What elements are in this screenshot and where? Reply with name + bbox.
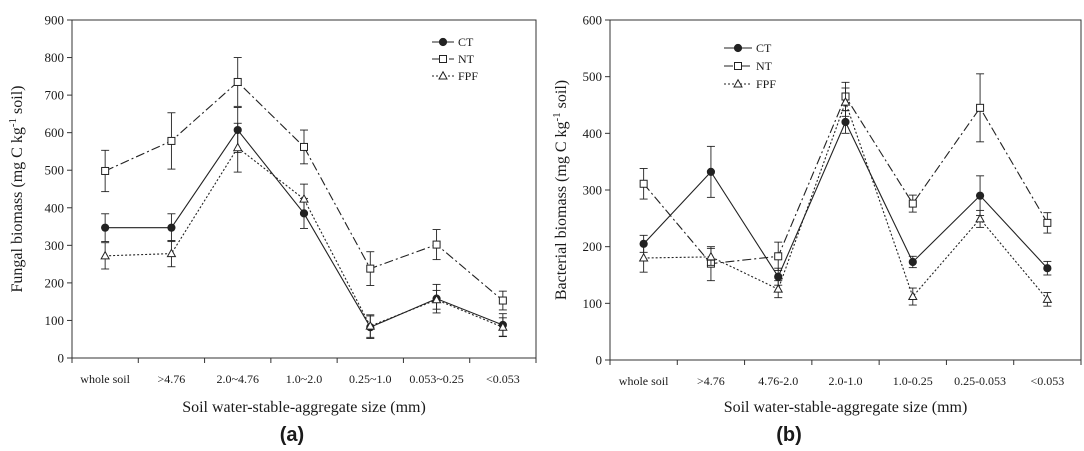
legend-marker-nt <box>734 62 742 70</box>
y-tick-label: 500 <box>45 163 65 178</box>
y-axis-label-tail: soil) <box>9 86 26 118</box>
data-point-fpf <box>100 250 110 260</box>
x-category-label: 2.0-1.0 <box>829 374 863 388</box>
data-point-fpf <box>232 142 243 152</box>
y-tick-label: 100 <box>583 296 603 311</box>
y-tick-label: 500 <box>583 69 603 84</box>
panel-caption: (a) <box>280 424 304 446</box>
data-point-nt <box>1043 218 1052 227</box>
x-category-label: 4.76-2.0 <box>758 374 798 388</box>
x-category-label: <0.053 <box>1030 374 1064 388</box>
data-point-nt <box>101 166 110 175</box>
y-tick-label: 600 <box>45 125 65 140</box>
legend-label-fpf: FPF <box>756 77 776 91</box>
x-category-label: whole soil <box>80 372 130 386</box>
data-point-fpf <box>498 321 508 331</box>
fungal-biomass-chart: 0 100 200 300 400 500 600 700 800 900 whole soil >4… <box>7 13 537 446</box>
y-tick-label: 200 <box>583 239 603 254</box>
legend-marker-ct <box>438 37 448 47</box>
data-point-fpf <box>1042 294 1053 303</box>
x-category-label: <0.053 <box>486 372 520 386</box>
data-point-fpf <box>431 294 442 304</box>
x-category-label: 2.0~4.76 <box>216 372 259 386</box>
x-category-label: >4.76 <box>158 372 186 386</box>
legend-label-ct: CT <box>458 35 474 49</box>
y-tick-label: 0 <box>596 353 603 368</box>
x-category-label: whole soil <box>619 374 669 388</box>
data-point-ct <box>167 223 176 232</box>
y-tick-label: 300 <box>45 238 65 253</box>
y-tick-label: 700 <box>45 88 65 103</box>
y-tick-label: 400 <box>583 126 603 141</box>
y-axis-label-main: Fungal biomass (mg C kg <box>9 127 26 292</box>
x-category-label: >4.76 <box>697 374 725 388</box>
y-tick-label: 200 <box>45 275 65 290</box>
legend-label-ct: CT <box>756 41 772 55</box>
panel-caption: (b) <box>776 424 802 446</box>
x-axis-label: Soil water-stable-aggregate size (mm) <box>724 399 968 416</box>
legend-marker-fpf <box>438 70 448 80</box>
bacterial-biomass-chart: 0 100 200 300 400 500 600 whole soil >4.76 4.76-2… <box>551 13 1082 446</box>
data-point-nt <box>167 136 176 145</box>
y-axis-label: Fungal biomass (mg C kg-1 soil) <box>7 86 26 293</box>
data-point-fpf <box>166 248 177 258</box>
data-point-ct <box>1043 264 1052 273</box>
y-tick-label: 400 <box>45 200 65 215</box>
plot-frame <box>609 19 1082 361</box>
bacterial-biomass-chart-panel: 0 100 200 300 400 500 600 whole soil >4.76 4.76-2… <box>544 0 1084 446</box>
data-point-nt <box>300 142 308 151</box>
data-point-nt <box>432 240 441 249</box>
data-point-fpf <box>773 283 784 293</box>
y-tick-label: 900 <box>45 13 65 28</box>
x-category-label: 0.25-0.053 <box>954 374 1006 388</box>
data-point-ct <box>908 257 917 267</box>
data-point-fpf <box>638 252 649 262</box>
fungal-biomass-chart-panel: 0 100 200 300 400 500 600 700 800 900 whole soil >4… <box>0 0 540 446</box>
data-point-nt <box>976 103 985 112</box>
x-axis-label: Soil water-stable-aggregate size (mm) <box>182 399 426 416</box>
data-point-fpf <box>365 320 376 330</box>
x-category-label: 1.0~2.0 <box>286 372 323 386</box>
legend-marker-fpf <box>733 78 743 88</box>
y-tick-label: 100 <box>45 313 65 328</box>
data-point-nt <box>774 252 783 261</box>
x-category-label: 1.0-0.25 <box>893 374 933 388</box>
y-tick-label: 600 <box>583 13 603 28</box>
x-category-label: 0.053~0.25 <box>409 372 464 386</box>
y-tick-label: 0 <box>58 351 65 366</box>
y-axis-label-tail: soil) <box>553 80 570 112</box>
y-axis-label: Bacterial biomass (mg C kg-1 soil) <box>551 80 570 300</box>
data-point-ct <box>706 167 716 176</box>
y-axis-label-superscript: -1 <box>7 118 19 127</box>
x-category-label: 0.25~1.0 <box>349 372 392 386</box>
data-point-nt <box>366 264 375 273</box>
data-point-nt <box>233 77 242 86</box>
legend-marker-nt <box>439 55 447 63</box>
legend-label-nt: NT <box>756 59 773 73</box>
y-axis-label-superscript: -1 <box>551 112 563 121</box>
data-point-fpf <box>975 213 985 223</box>
y-tick-label: 300 <box>583 183 603 198</box>
data-point-ct <box>774 272 783 281</box>
series-line-ct <box>643 120 1048 278</box>
data-point-fpf <box>706 251 716 261</box>
data-point-fpf <box>299 193 309 203</box>
series-line-fpf <box>105 146 504 328</box>
legend-label-nt: NT <box>458 52 475 66</box>
y-axis-label-main: Bacterial biomass (mg C kg <box>553 121 570 300</box>
data-point-nt <box>908 199 917 208</box>
data-point-nt <box>639 179 648 188</box>
data-point-ct <box>975 191 985 200</box>
data-point-fpf <box>840 96 851 106</box>
data-point-fpf <box>907 291 918 301</box>
legend-label-fpf: FPF <box>458 69 478 83</box>
y-tick-label: 800 <box>45 50 65 65</box>
data-point-ct <box>841 117 850 127</box>
plot-frame <box>71 19 537 359</box>
data-point-nt <box>498 296 507 305</box>
legend-marker-ct <box>733 43 743 53</box>
data-point-ct <box>101 223 110 232</box>
